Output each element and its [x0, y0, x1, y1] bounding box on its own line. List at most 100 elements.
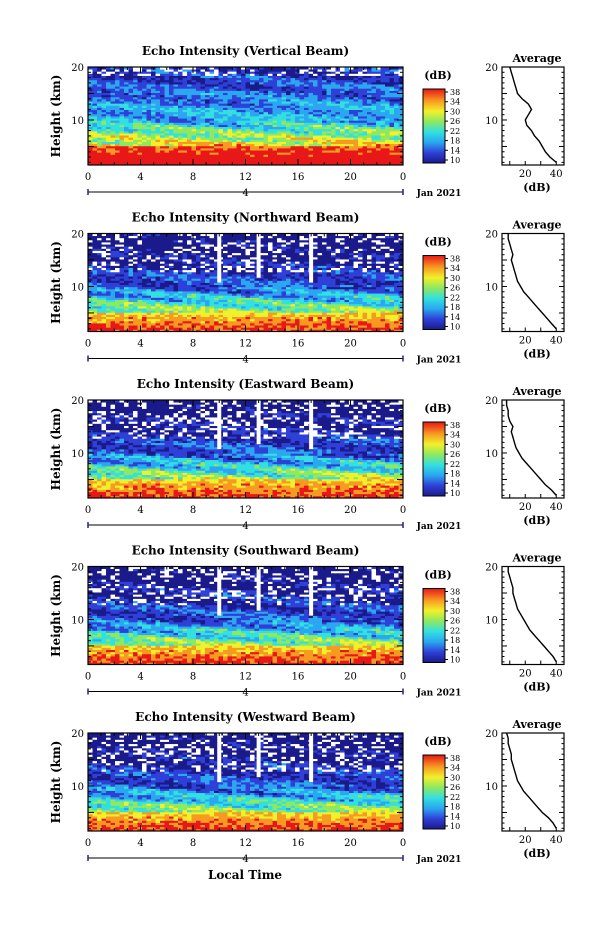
- colorbar-tick-label: 34: [450, 98, 460, 107]
- data-gap: [257, 567, 261, 611]
- x-tick-label: 16: [292, 172, 305, 183]
- data-gap: [309, 234, 313, 283]
- colorbar-tick-label: 18: [450, 303, 460, 312]
- y-tick-label: 10: [71, 116, 84, 127]
- profile-x-tick-label: 40: [550, 835, 563, 846]
- x-tick-label: 20: [344, 339, 357, 350]
- profile-frame: [502, 400, 564, 498]
- colorbar: [423, 256, 445, 330]
- x-tick-label: 12: [239, 838, 252, 849]
- day-marker: 4: [242, 854, 248, 865]
- profile-x-label: (dB): [523, 348, 550, 361]
- data-gap: [309, 567, 313, 616]
- x-tick-label: 20: [344, 172, 357, 183]
- profile-x-tick-label: 20: [519, 336, 532, 347]
- x-tick-label: 8: [190, 339, 196, 350]
- x-tick-label: 0: [400, 339, 406, 350]
- panel-title: Echo Intensity (Westward Beam): [135, 710, 356, 724]
- colorbar-tick-label: 18: [450, 470, 460, 479]
- x-tick-label: 0: [400, 172, 406, 183]
- panel-5: Echo Intensity (Westward Beam)Height (km…: [49, 710, 564, 865]
- panel-1: Echo Intensity (Vertical Beam)Height (km…: [49, 44, 564, 199]
- day-marker: 4: [242, 521, 248, 532]
- colorbar-tick-label: 34: [450, 597, 460, 606]
- y-tick-label: 10: [71, 615, 84, 626]
- y-tick-label: 20: [71, 63, 84, 74]
- x-tick-label: 8: [190, 672, 196, 683]
- x-tick-label: 12: [239, 172, 252, 183]
- profile-title: Average: [511, 52, 561, 65]
- colorbar-tick-label: 10: [450, 489, 460, 498]
- profile-y-tick-label: 10: [485, 116, 498, 127]
- colorbar-tick-label: 34: [450, 431, 460, 440]
- profile-title: Average: [511, 219, 561, 232]
- colorbar-tick-label: 38: [450, 421, 460, 430]
- day-marker: 4: [242, 688, 248, 699]
- colorbar-label: (dB): [424, 402, 451, 415]
- profile-x-tick-label: 20: [519, 835, 532, 846]
- x-tick-label: 16: [292, 838, 305, 849]
- colorbar-tick-label: 34: [450, 764, 460, 773]
- profile-x-tick-label: 40: [550, 669, 563, 680]
- x-tick-label: 0: [400, 505, 406, 516]
- colorbar-tick-label: 26: [450, 117, 460, 126]
- x-tick-label: 0: [85, 172, 91, 183]
- x-tick-label: 0: [85, 838, 91, 849]
- colorbar-tick-label: 38: [450, 588, 460, 597]
- panel-4: Echo Intensity (Southward Beam)Height (k…: [49, 544, 564, 699]
- x-tick-label: 0: [400, 672, 406, 683]
- colorbar-tick-label: 26: [450, 617, 460, 626]
- colorbar-tick-label: 22: [450, 293, 460, 302]
- colorbar-tick-label: 30: [450, 274, 460, 283]
- x-tick-label: 0: [85, 339, 91, 350]
- x-tick-label: 4: [137, 672, 143, 683]
- profile-x-label: (dB): [523, 514, 550, 527]
- y-tick-label: 20: [71, 396, 84, 407]
- colorbar: [423, 422, 445, 496]
- profile-title: Average: [511, 385, 561, 398]
- day-marker: 4: [242, 188, 248, 199]
- colorbar-tick-label: 10: [450, 822, 460, 831]
- colorbar: [423, 89, 445, 163]
- date-label: Jan 2021: [416, 522, 462, 532]
- x-tick-label: 4: [137, 505, 143, 516]
- profile-y-tick-label: 10: [485, 282, 498, 293]
- colorbar-tick-label: 26: [450, 284, 460, 293]
- colorbar-label: (dB): [424, 735, 451, 748]
- x-tick-label: 12: [239, 672, 252, 683]
- y-axis-label: Height (km): [49, 75, 63, 158]
- profile-y-tick-label: 10: [485, 449, 498, 460]
- colorbar-tick-label: 10: [450, 156, 460, 165]
- data-gap: [217, 234, 221, 283]
- colorbar-tick-label: 26: [450, 450, 460, 459]
- profile-y-tick-label: 20: [485, 63, 498, 74]
- colorbar-tick-label: 18: [450, 803, 460, 812]
- data-gap: [257, 733, 261, 777]
- y-tick-label: 20: [71, 729, 84, 740]
- y-axis-label: Height (km): [49, 241, 63, 324]
- colorbar-tick-label: 14: [450, 646, 460, 655]
- date-label: Jan 2021: [416, 356, 462, 366]
- y-axis-label: Height (km): [49, 408, 63, 491]
- y-tick-label: 20: [71, 563, 84, 574]
- colorbar-tick-label: 38: [450, 255, 460, 264]
- date-label: Jan 2021: [416, 855, 462, 865]
- colorbar: [423, 755, 445, 829]
- x-tick-label: 8: [190, 838, 196, 849]
- data-gap: [217, 733, 221, 782]
- data-gap: [257, 234, 261, 278]
- profile-y-tick-label: 10: [485, 615, 498, 626]
- profile-x-label: (dB): [523, 181, 550, 194]
- profile-x-label: (dB): [523, 681, 550, 694]
- x-tick-label: 0: [85, 672, 91, 683]
- colorbar-tick-label: 14: [450, 313, 460, 322]
- y-tick-label: 10: [71, 282, 84, 293]
- colorbar-tick-label: 22: [450, 793, 460, 802]
- colorbar-tick-label: 22: [450, 626, 460, 635]
- profile-y-tick-label: 20: [485, 396, 498, 407]
- colorbar-tick-label: 14: [450, 146, 460, 155]
- colorbar-label: (dB): [424, 569, 451, 582]
- profile-x-tick-label: 40: [550, 169, 563, 180]
- x-tick-label: 4: [137, 838, 143, 849]
